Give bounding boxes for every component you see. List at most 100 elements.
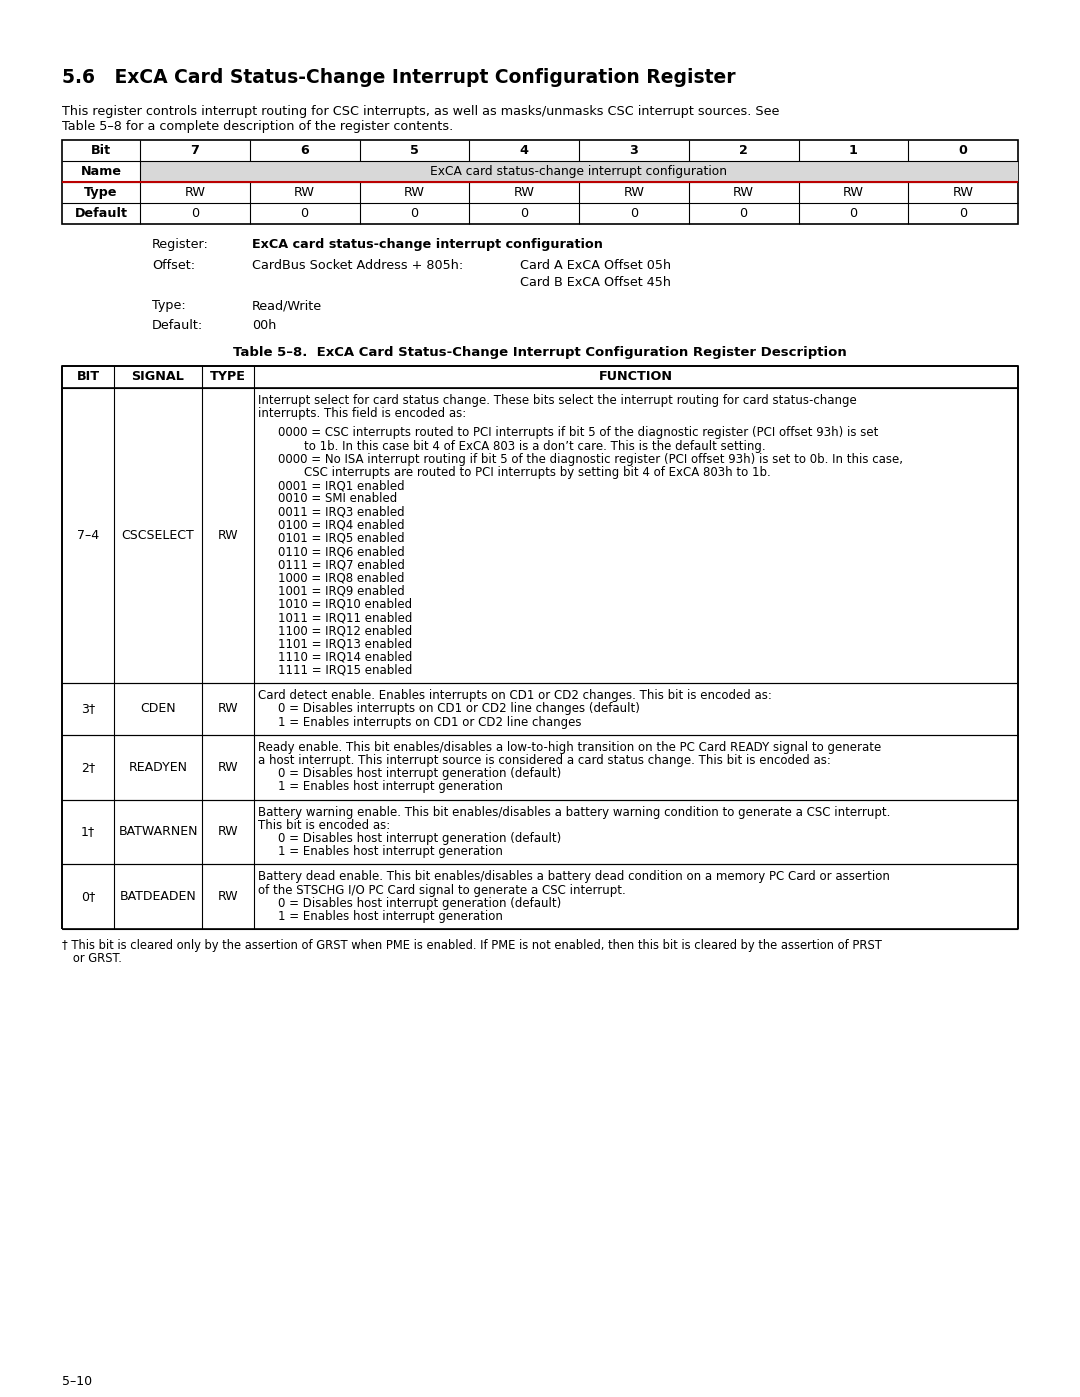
Text: 1110 = IRQ14 enabled: 1110 = IRQ14 enabled xyxy=(278,651,413,664)
Text: 0011 = IRQ3 enabled: 0011 = IRQ3 enabled xyxy=(278,506,405,518)
Text: FUNCTION: FUNCTION xyxy=(599,370,673,384)
Text: RW: RW xyxy=(294,186,315,198)
Text: BATWARNEN: BATWARNEN xyxy=(118,826,198,838)
Text: to 1b. In this case bit 4 of ExCA 803 is a don’t care. This is the default setti: to 1b. In this case bit 4 of ExCA 803 is… xyxy=(303,440,766,453)
Text: 0010 = SMI enabled: 0010 = SMI enabled xyxy=(278,492,397,506)
Text: CSC interrupts are routed to PCI interrupts by setting bit 4 of ExCA 803h to 1b.: CSC interrupts are routed to PCI interru… xyxy=(303,467,771,479)
Text: ExCA card status-change interrupt configuration: ExCA card status-change interrupt config… xyxy=(431,165,728,177)
Text: Type: Type xyxy=(84,186,118,198)
Text: 0: 0 xyxy=(959,144,968,156)
Text: 0100 = IRQ4 enabled: 0100 = IRQ4 enabled xyxy=(278,518,405,532)
Text: RW: RW xyxy=(514,186,535,198)
Text: 5.6   ExCA Card Status-Change Interrupt Configuration Register: 5.6 ExCA Card Status-Change Interrupt Co… xyxy=(62,68,735,87)
Text: 1010 = IRQ10 enabled: 1010 = IRQ10 enabled xyxy=(278,598,413,610)
Text: CSCSELECT: CSCSELECT xyxy=(122,529,194,542)
Bar xyxy=(62,388,1018,683)
Bar xyxy=(62,735,1018,799)
Text: RW: RW xyxy=(733,186,754,198)
Text: 1 = Enables host interrupt generation: 1 = Enables host interrupt generation xyxy=(278,909,503,923)
Text: RW: RW xyxy=(218,826,239,838)
Text: 0000 = CSC interrupts routed to PCI interrupts if bit 5 of the diagnostic regist: 0000 = CSC interrupts routed to PCI inte… xyxy=(278,426,878,439)
Text: 1000 = IRQ8 enabled: 1000 = IRQ8 enabled xyxy=(278,571,405,584)
Bar xyxy=(62,799,1018,865)
Text: 3: 3 xyxy=(630,144,638,156)
Text: 1 = Enables interrupts on CD1 or CD2 line changes: 1 = Enables interrupts on CD1 or CD2 lin… xyxy=(278,715,581,729)
Text: 1 = Enables host interrupt generation: 1 = Enables host interrupt generation xyxy=(278,845,503,858)
Text: 6: 6 xyxy=(300,144,309,156)
Text: READYEN: READYEN xyxy=(129,760,188,774)
Text: 1111 = IRQ15 enabled: 1111 = IRQ15 enabled xyxy=(278,664,413,678)
Text: Register:: Register: xyxy=(152,237,208,251)
Text: of the STSCHG I/O PC Card signal to generate a CSC interrupt.: of the STSCHG I/O PC Card signal to gene… xyxy=(258,883,625,897)
Bar xyxy=(62,683,1018,735)
Text: Battery warning enable. This bit enables/disables a battery warning condition to: Battery warning enable. This bit enables… xyxy=(258,806,890,819)
Text: 5: 5 xyxy=(410,144,419,156)
Text: 1001 = IRQ9 enabled: 1001 = IRQ9 enabled xyxy=(278,585,405,598)
Text: 4: 4 xyxy=(519,144,528,156)
Text: Battery dead enable. This bit enables/disables a battery dead condition on a mem: Battery dead enable. This bit enables/di… xyxy=(258,870,890,883)
Text: Card A ExCA Offset 05h: Card A ExCA Offset 05h xyxy=(519,258,671,272)
Text: ExCA card status-change interrupt configuration: ExCA card status-change interrupt config… xyxy=(252,237,603,251)
Text: RW: RW xyxy=(218,890,239,904)
Text: 1011 = IRQ11 enabled: 1011 = IRQ11 enabled xyxy=(278,610,413,624)
Text: RW: RW xyxy=(842,186,864,198)
Text: 0001 = IRQ1 enabled: 0001 = IRQ1 enabled xyxy=(278,479,405,492)
Text: 0: 0 xyxy=(300,207,309,219)
Text: RW: RW xyxy=(404,186,424,198)
Text: 0 = Disables host interrupt generation (default): 0 = Disables host interrupt generation (… xyxy=(278,833,562,845)
Text: 0: 0 xyxy=(191,207,199,219)
Text: This register controls interrupt routing for CSC interrupts, as well as masks/un: This register controls interrupt routing… xyxy=(62,105,780,117)
Text: CardBus Socket Address + 805h:: CardBus Socket Address + 805h: xyxy=(252,258,463,272)
Text: RW: RW xyxy=(953,186,974,198)
Text: 2: 2 xyxy=(739,144,748,156)
Text: 0 = Disables host interrupt generation (default): 0 = Disables host interrupt generation (… xyxy=(278,767,562,780)
Bar xyxy=(62,140,1018,224)
Text: RW: RW xyxy=(218,703,239,715)
Text: Card B ExCA Offset 45h: Card B ExCA Offset 45h xyxy=(519,277,671,289)
Text: SIGNAL: SIGNAL xyxy=(132,370,185,384)
Text: RW: RW xyxy=(623,186,645,198)
Text: Bit: Bit xyxy=(91,144,111,156)
Text: BIT: BIT xyxy=(77,370,99,384)
Text: 1101 = IRQ13 enabled: 1101 = IRQ13 enabled xyxy=(278,637,413,651)
Text: Table 5–8.  ExCA Card Status-Change Interrupt Configuration Register Description: Table 5–8. ExCA Card Status-Change Inter… xyxy=(233,346,847,359)
Text: 2†: 2† xyxy=(81,760,95,774)
Text: 0000 = No ISA interrupt routing if bit 5 of the diagnostic register (PCI offset : 0000 = No ISA interrupt routing if bit 5… xyxy=(278,453,903,465)
Text: RW: RW xyxy=(185,186,205,198)
Bar xyxy=(140,161,1018,182)
Text: RW: RW xyxy=(218,529,239,542)
Text: Name: Name xyxy=(81,165,121,177)
Text: 0 = Disables host interrupt generation (default): 0 = Disables host interrupt generation (… xyxy=(278,897,562,909)
Text: TYPE: TYPE xyxy=(211,370,246,384)
Text: 0111 = IRQ7 enabled: 0111 = IRQ7 enabled xyxy=(278,559,405,571)
Text: Default:: Default: xyxy=(152,319,203,332)
Text: 7–4: 7–4 xyxy=(77,529,99,542)
Text: Ready enable. This bit enables/disables a low-to-high transition on the PC Card : Ready enable. This bit enables/disables … xyxy=(258,740,881,754)
Text: Table 5–8 for a complete description of the register contents.: Table 5–8 for a complete description of … xyxy=(62,120,454,133)
Bar xyxy=(62,865,1018,929)
Text: 1†: 1† xyxy=(81,826,95,838)
Text: 0: 0 xyxy=(849,207,858,219)
Text: † This bit is cleared only by the assertion of GRST when PME is enabled. If PME : † This bit is cleared only by the assert… xyxy=(62,939,882,953)
Text: 5–10: 5–10 xyxy=(62,1375,92,1389)
Text: This bit is encoded as:: This bit is encoded as: xyxy=(258,819,390,831)
Text: 1100 = IRQ12 enabled: 1100 = IRQ12 enabled xyxy=(278,624,413,637)
Text: Offset:: Offset: xyxy=(152,258,195,272)
Text: 0: 0 xyxy=(630,207,638,219)
Text: CDEN: CDEN xyxy=(140,703,176,715)
Text: 00h: 00h xyxy=(252,319,276,332)
Text: Read/Write: Read/Write xyxy=(252,299,322,313)
Text: Default: Default xyxy=(75,207,127,219)
Text: 0110 = IRQ6 enabled: 0110 = IRQ6 enabled xyxy=(278,545,405,559)
Text: RW: RW xyxy=(218,760,239,774)
Text: 1 = Enables host interrupt generation: 1 = Enables host interrupt generation xyxy=(278,781,503,793)
Text: 1: 1 xyxy=(849,144,858,156)
Text: 0: 0 xyxy=(740,207,747,219)
Text: 0: 0 xyxy=(410,207,418,219)
Bar xyxy=(62,366,1018,388)
Text: Card detect enable. Enables interrupts on CD1 or CD2 changes. This bit is encode: Card detect enable. Enables interrupts o… xyxy=(258,689,772,703)
Text: 0: 0 xyxy=(521,207,528,219)
Text: 0: 0 xyxy=(959,207,968,219)
Text: BATDEADEN: BATDEADEN xyxy=(120,890,197,904)
Text: or GRST.: or GRST. xyxy=(62,953,122,965)
